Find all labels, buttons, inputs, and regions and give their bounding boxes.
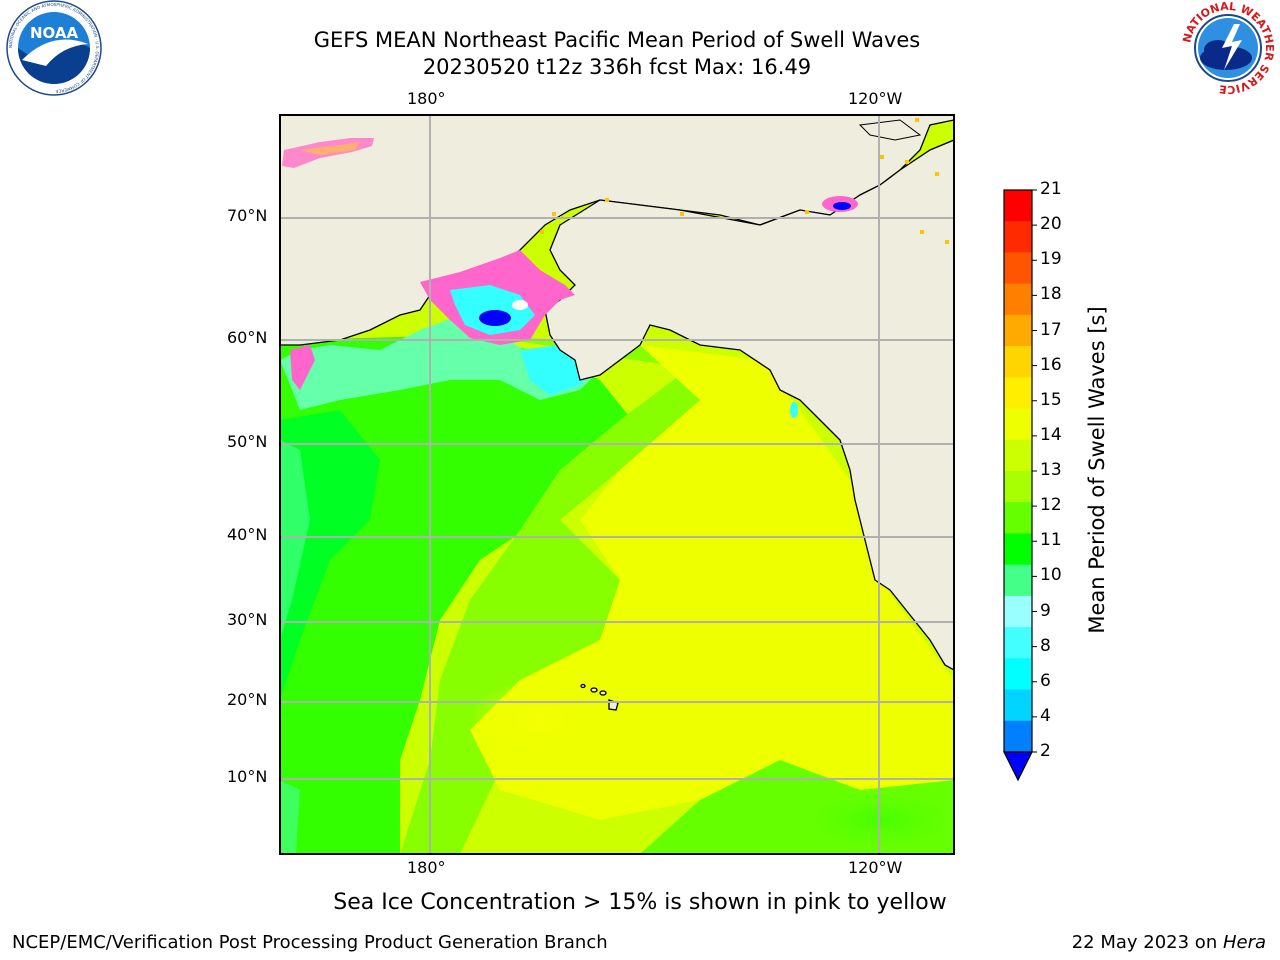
bottom-lon-label-120w: 120°W bbox=[848, 858, 903, 877]
ice-specks bbox=[540, 118, 949, 244]
colorbar-segment bbox=[1004, 689, 1032, 722]
nws-logo: NATIONAL WEATHER SERVICE bbox=[1180, 0, 1276, 96]
colorbar-segment bbox=[1004, 221, 1032, 253]
colorbar-segment bbox=[1004, 252, 1032, 285]
colorbar-tick-label: 16 bbox=[1040, 354, 1062, 375]
colorbar-tick-label: 8 bbox=[1040, 635, 1051, 656]
colorbar-tick-label: 19 bbox=[1040, 249, 1062, 270]
colorbar-tick-label: 6 bbox=[1040, 670, 1051, 691]
colorbar-tick-label: 13 bbox=[1040, 460, 1062, 480]
colorbar-tick-label: 21 bbox=[1040, 179, 1062, 199]
graticule bbox=[280, 115, 954, 854]
map-area bbox=[280, 115, 954, 854]
bering-sea-teal bbox=[280, 315, 600, 410]
lat-label-50n: 50°N bbox=[227, 432, 268, 451]
colorbar-tick-label: 20 bbox=[1040, 214, 1062, 235]
colorbar bbox=[1003, 189, 1037, 782]
lat-label-10n: 10°N bbox=[227, 767, 268, 786]
sea-ice-caption: Sea Ice Concentration > 15% is shown in … bbox=[333, 890, 947, 915]
colorbar-label: Mean Period of Swell Waves [s] bbox=[1085, 306, 1109, 634]
bottom-lon-label-180: 180° bbox=[407, 858, 446, 877]
top-lon-label-120w: 120°W bbox=[848, 89, 903, 108]
colorbar-tick-label: 2 bbox=[1040, 741, 1051, 761]
ocean-bright-green-west bbox=[280, 410, 380, 700]
sea-ice-patches bbox=[282, 138, 858, 418]
colorbar-tick-label: 11 bbox=[1040, 530, 1062, 551]
footer-host: Hera bbox=[1222, 932, 1266, 953]
colorbar-segment bbox=[1004, 595, 1032, 628]
colorbar-tick-label: 10 bbox=[1040, 565, 1062, 586]
colorbar-segment bbox=[1004, 346, 1032, 378]
colorbar-segment bbox=[1004, 720, 1032, 753]
colorbar-tick-label: 15 bbox=[1040, 389, 1062, 410]
top-lon-label-180: 180° bbox=[407, 89, 446, 108]
colorbar-segment bbox=[1004, 408, 1032, 441]
colorbar-extend-arrow bbox=[1003, 751, 1033, 782]
colorbar-segment bbox=[1004, 627, 1032, 659]
lat-label-40n: 40°N bbox=[227, 525, 268, 544]
colorbar-segment bbox=[1004, 377, 1032, 410]
lat-label-20n: 20°N bbox=[227, 690, 268, 709]
land-north-america bbox=[544, 139, 954, 671]
ocean-teal-strip-south bbox=[280, 780, 300, 854]
colorbar-segment bbox=[1004, 564, 1032, 597]
colorbar-tick-label: 14 bbox=[1040, 424, 1062, 445]
colorbar-tick-label: 12 bbox=[1040, 495, 1062, 516]
footer-credit: NCEP/EMC/Verification Post Processing Pr… bbox=[12, 932, 608, 953]
colorbar-segment bbox=[1004, 190, 1032, 222]
lat-label-60n: 60°N bbox=[227, 328, 268, 347]
colorbar-tick-label: 18 bbox=[1040, 284, 1062, 305]
colorbar-segment bbox=[1004, 533, 1032, 566]
ocean-teal-strip bbox=[280, 440, 310, 640]
colorbar-segment bbox=[1004, 471, 1032, 503]
colorbar-tick-label: 4 bbox=[1040, 705, 1051, 726]
map-subtitle: 20230520 t12z 336h fcst Max: 16.49 bbox=[422, 55, 812, 79]
lat-label-70n: 70°N bbox=[227, 206, 268, 225]
footer-date: 22 May 2023 on Hera bbox=[1072, 932, 1266, 953]
lat-label-30n: 30°N bbox=[227, 610, 268, 629]
colorbar-tick-label: 17 bbox=[1040, 319, 1062, 340]
noaa-logo-text: NOAA bbox=[30, 24, 79, 42]
ocean-yellow-hotspot bbox=[470, 680, 610, 760]
colorbar-segment bbox=[1004, 502, 1032, 534]
colorbar-segment bbox=[1004, 314, 1032, 347]
land-arctic-island bbox=[858, 119, 922, 141]
footer-date-text: 22 May 2023 on bbox=[1071, 932, 1223, 953]
map-title: GEFS MEAN Northeast Pacific Mean Period … bbox=[313, 28, 921, 52]
colorbar-segment bbox=[1004, 658, 1032, 691]
map-frame bbox=[279, 114, 955, 855]
noaa-logo: NOAA NATIONAL OCEANIC AND ATMOSPHERIC AD… bbox=[6, 0, 102, 96]
colorbar-segment bbox=[1004, 439, 1032, 472]
colorbar-segment bbox=[1004, 283, 1032, 316]
ocean-green-southeast bbox=[790, 785, 954, 854]
colorbar-tick-label: 9 bbox=[1040, 600, 1051, 621]
